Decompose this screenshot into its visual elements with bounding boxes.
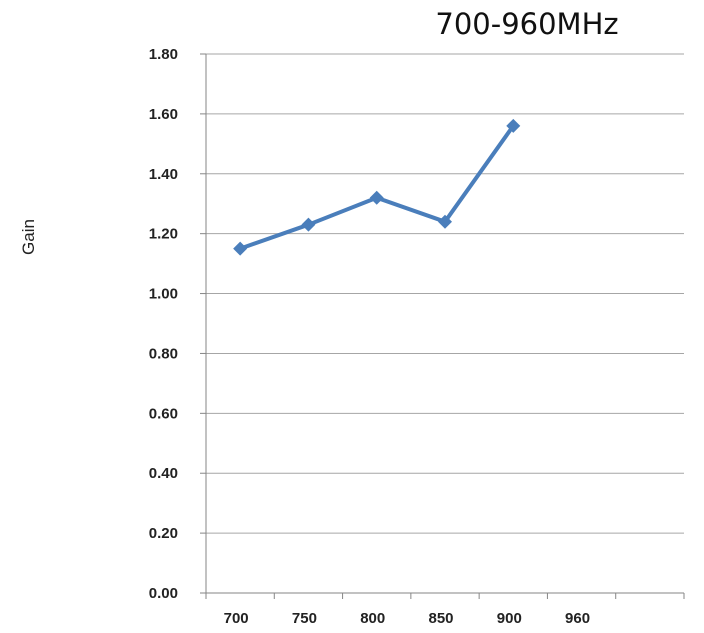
y-tick-label: 1.40	[149, 166, 178, 183]
series-group	[233, 118, 521, 256]
gridlines	[206, 53, 684, 534]
data-point	[301, 217, 316, 232]
y-tick-label: 0.20	[149, 525, 178, 542]
x-tick-labels: 700 750 800 850 900 960	[224, 610, 590, 627]
y-tick-label: 0.40	[149, 465, 178, 482]
y-tick-labels: 0.00 0.20 0.40 0.60 0.80 1.00 1.20 1.40 1.60 1.80	[149, 46, 178, 602]
y-tick-label: 0.00	[149, 585, 178, 602]
data-point	[233, 241, 248, 256]
data-point	[438, 214, 452, 229]
data-point	[506, 118, 521, 133]
x-tick-label: 850	[428, 610, 453, 627]
y-tick-label: 1.20	[149, 226, 178, 243]
axes	[200, 53, 685, 599]
y-tick-label: 0.80	[149, 345, 178, 362]
x-tick-label: 960	[565, 610, 590, 627]
series-line	[238, 123, 516, 251]
x-tick-label: 800	[360, 610, 385, 627]
y-tick-label: 1.80	[149, 46, 178, 63]
data-point	[369, 190, 384, 205]
chart-title: 700-960MHz	[435, 7, 618, 41]
y-tick-label: 0.60	[149, 405, 178, 422]
x-tick-label: 900	[497, 610, 522, 627]
x-tick-label: 750	[292, 610, 317, 627]
y-tick-label: 1.60	[149, 106, 178, 123]
y-axis-title: Gain	[19, 219, 38, 255]
x-tick-label: 700	[224, 610, 249, 627]
y-tick-label: 1.00	[149, 286, 178, 303]
